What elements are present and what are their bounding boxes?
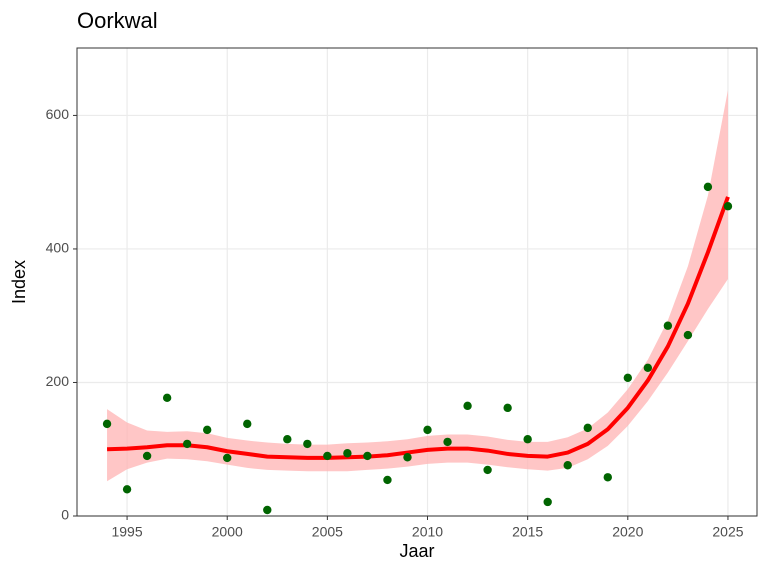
x-tick-label: 2010 (412, 524, 443, 540)
data-point (423, 425, 432, 435)
data-point (503, 403, 512, 413)
data-point (723, 202, 733, 211)
data-point (603, 473, 612, 482)
data-point (703, 182, 713, 192)
panel-border (76, 47, 758, 517)
x-tick-label: 2020 (612, 524, 643, 540)
data-point (243, 419, 252, 429)
data-point (563, 461, 572, 470)
data-point (403, 453, 412, 462)
x-tick-label: 1995 (111, 524, 142, 540)
data-point (683, 330, 693, 340)
data-point (343, 449, 352, 458)
data-point (543, 497, 552, 507)
y-axis-title: Index (9, 260, 29, 304)
data-point (583, 423, 592, 433)
y-tick-label: 400 (46, 240, 70, 256)
confidence-band (107, 90, 728, 482)
data-point (463, 401, 472, 411)
data-point (663, 321, 673, 330)
x-tick-label: 2000 (212, 524, 243, 540)
x-axis-title: Jaar (399, 541, 434, 561)
data-point (202, 425, 212, 435)
x-tick-label: 2015 (512, 524, 543, 540)
y-tick-label: 0 (61, 507, 69, 523)
y-tick-label: 600 (46, 106, 70, 122)
data-point (122, 485, 132, 494)
y-tick-label: 200 (46, 373, 70, 389)
data-point (623, 373, 633, 383)
data-point (263, 505, 272, 515)
chart-title: Oorkwal (77, 8, 158, 33)
data-point (303, 439, 312, 449)
data-point (643, 363, 653, 372)
data-point (443, 437, 452, 447)
data-point (102, 419, 112, 429)
data-point (383, 475, 392, 485)
data-point (142, 451, 152, 461)
data-point (323, 451, 332, 461)
smooth-line (106, 196, 730, 460)
data-point (162, 393, 172, 403)
data-point (182, 439, 192, 449)
data-point (483, 465, 492, 475)
data-point (363, 451, 372, 461)
data-point (223, 453, 232, 463)
x-tick-label: 2025 (712, 524, 743, 540)
data-point (283, 435, 292, 444)
data-point (523, 435, 532, 444)
x-tick-label: 2005 (312, 524, 343, 540)
